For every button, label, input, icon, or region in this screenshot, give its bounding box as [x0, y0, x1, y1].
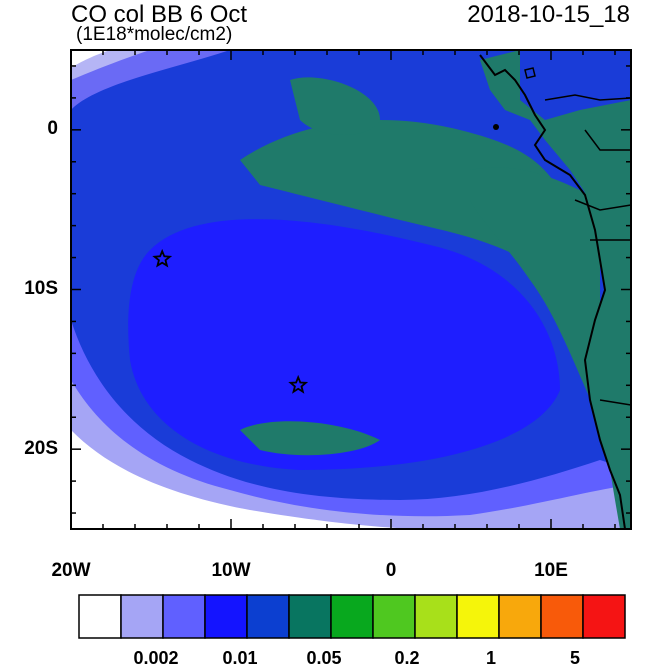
co-field-nw: [71, 50, 230, 110]
co-plume-south: [240, 421, 380, 456]
colorbar-swatch: [456, 594, 500, 639]
co-field-south-light: [71, 380, 631, 529]
co-field-nw-light: [71, 50, 150, 80]
colorbar-swatch: [414, 594, 458, 639]
colorbar-swatch: [204, 594, 248, 639]
island-sao-tome: [493, 124, 499, 130]
island-bioko: [524, 67, 536, 79]
coastline: [479, 54, 626, 529]
map-units: (1E18*molec/cm2): [76, 24, 233, 45]
star-marker-2: [288, 374, 309, 394]
lat-tick-0: 0: [47, 118, 58, 139]
lon-tick-0: 0: [385, 560, 397, 581]
colorbar-swatch: [498, 594, 542, 639]
lon-tick-20w: 20W: [51, 560, 91, 581]
colorbar-label-5: 5: [569, 648, 580, 668]
lon-tick-10w: 10W: [211, 560, 251, 581]
map-date: 2018-10-15_18: [467, 1, 630, 28]
country-borders: [544, 94, 631, 406]
map-plot-area: [71, 50, 631, 529]
colorbar-swatch: [582, 594, 626, 639]
co-field-central: [128, 219, 560, 470]
map-title: CO col BB 6 Oct: [71, 1, 248, 28]
colorbar-label-4: 1: [485, 648, 496, 668]
co-plume-north-patch: [290, 77, 380, 135]
co-plume-coast: [470, 167, 600, 420]
colorbar-label-1: 0.01: [222, 648, 258, 668]
co-field-south-edge: [71, 320, 631, 529]
colorbar-swatch: [540, 594, 584, 639]
colorbar-swatch: [330, 594, 374, 639]
colorbar-swatch: [78, 594, 122, 639]
co-field-nw-white: [71, 50, 110, 68]
colorbar-swatch: [120, 594, 164, 639]
lat-tick-10s: 10S: [24, 278, 58, 299]
colorbar-swatch: [246, 594, 290, 639]
star-marker-1: [152, 248, 173, 268]
lon-tick-10e: 10E: [534, 560, 568, 581]
africa-north-field: [520, 50, 631, 120]
colorbar: [78, 594, 626, 639]
axis-ticks: [70, 50, 631, 529]
colorbar-label-2: 0.05: [306, 648, 342, 668]
colorbar-swatch: [288, 594, 332, 639]
co-field-south-white: [71, 430, 420, 529]
colorbar-label-3: 0.2: [394, 648, 420, 668]
colorbar-swatch: [162, 594, 206, 639]
lat-tick-20s: 20S: [24, 438, 58, 459]
colorbar-label-0: 0.002: [133, 648, 179, 668]
site-markers: [152, 248, 309, 394]
colorbar-swatch: [372, 594, 416, 639]
